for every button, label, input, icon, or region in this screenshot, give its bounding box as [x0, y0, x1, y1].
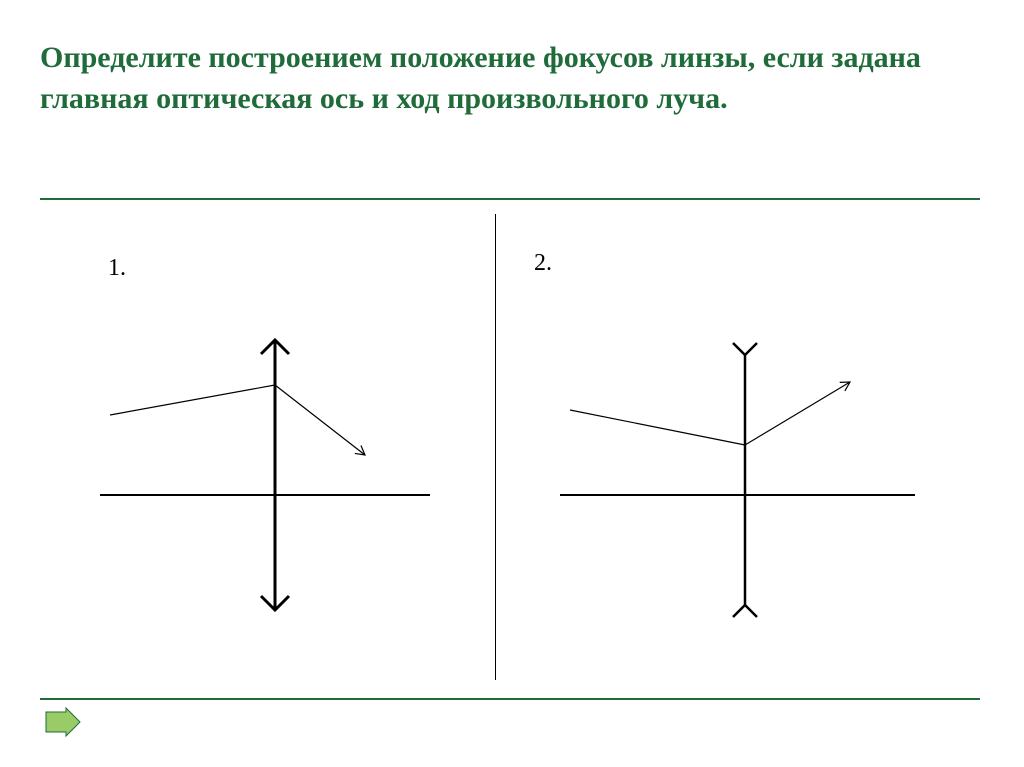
label-1: 1.: [108, 255, 126, 282]
diagram-2: [540, 310, 940, 620]
next-button[interactable]: [44, 708, 80, 736]
diagram-2-svg: [540, 310, 940, 620]
divider-bottom: [40, 698, 980, 700]
lens-v-top-icon: [733, 343, 757, 355]
lens-v-bottom-icon: [733, 605, 757, 617]
diagram-1: [80, 310, 460, 620]
label-2: 2.: [534, 250, 552, 277]
refracted-ray: [275, 385, 365, 455]
refracted-ray: [745, 382, 850, 445]
incident-ray: [110, 385, 275, 415]
slide: Определите построением положение фокусов…: [0, 0, 1024, 767]
slide-title: Определите построением положение фокусов…: [40, 38, 960, 119]
divider-vertical: [495, 214, 496, 680]
diagram-1-svg: [80, 310, 460, 620]
incident-ray: [570, 410, 745, 445]
next-arrow-icon: [44, 708, 80, 736]
divider-top: [40, 198, 980, 200]
